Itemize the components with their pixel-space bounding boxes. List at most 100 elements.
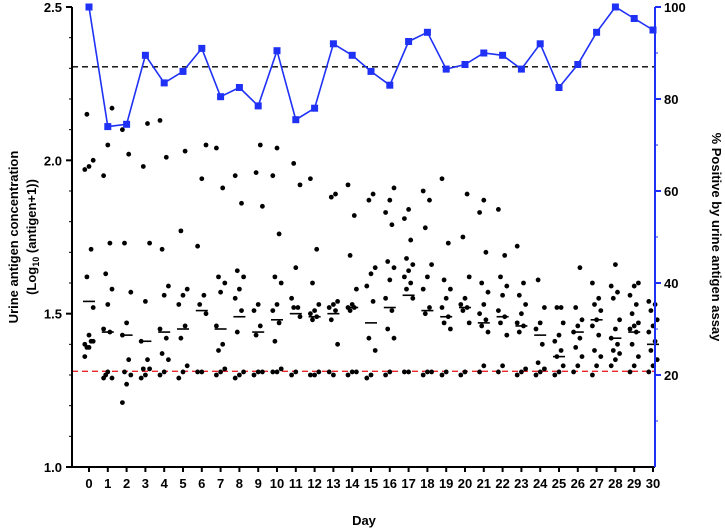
scatter-point	[370, 299, 376, 304]
scatter-point	[646, 299, 652, 304]
scatter-point	[161, 369, 167, 375]
scatter-point	[274, 302, 280, 307]
scatter-point	[391, 185, 397, 191]
scatter-point	[592, 348, 597, 353]
scatter-point	[143, 299, 148, 304]
scatter-point	[253, 170, 259, 176]
scatter-point	[483, 249, 489, 255]
scatter-point	[629, 341, 635, 347]
scatter-point	[239, 200, 244, 206]
scatter-point	[477, 311, 482, 317]
scatter-point	[120, 127, 125, 133]
y2-tick-label: 100	[664, 0, 686, 15]
scatter-point	[485, 329, 491, 335]
scatter-point	[147, 366, 153, 372]
scatter-point	[86, 332, 92, 338]
scatter-point	[410, 262, 416, 267]
scatter-point	[88, 338, 94, 344]
scatter-point	[556, 332, 562, 338]
scatter-point	[577, 265, 583, 271]
scatter-point	[274, 145, 280, 151]
scatter-point	[216, 274, 221, 280]
scatter-point	[372, 265, 378, 271]
percent-positive-marker	[198, 44, 206, 52]
scatter-point	[197, 302, 203, 307]
scatter-point	[253, 332, 259, 338]
scatter-point	[107, 240, 113, 246]
scatter-point	[425, 369, 430, 375]
percent-positive-marker	[593, 28, 601, 36]
scatter-point	[631, 283, 637, 289]
scatter-point	[477, 210, 482, 215]
scatter-point	[354, 286, 359, 292]
scatter-point	[575, 323, 581, 329]
scatter-point	[590, 323, 595, 329]
scatter-point	[514, 320, 520, 326]
scatter-point	[420, 188, 426, 194]
scatter-point	[214, 372, 219, 378]
scatter-point	[218, 369, 224, 375]
percent-positive-marker	[611, 3, 619, 11]
scatter-point	[145, 357, 150, 363]
percent-positive-marker	[179, 67, 187, 75]
scatter-point	[458, 302, 464, 307]
median-layer	[83, 294, 659, 358]
percent-positive-marker	[423, 28, 431, 36]
scatter-point	[255, 302, 261, 307]
percent-positive-marker	[217, 93, 225, 101]
scatter-point	[239, 308, 244, 313]
scatter-point	[335, 341, 340, 347]
scatter-point	[232, 375, 238, 381]
scatter-point	[368, 372, 374, 378]
percent-positive-marker	[405, 38, 413, 45]
scatter-point	[312, 372, 317, 378]
scatter-point	[648, 348, 654, 353]
x-tick-label: 30	[646, 476, 660, 491]
scatter-point	[464, 191, 470, 197]
scatter-point	[82, 354, 88, 359]
scatter-point	[84, 274, 90, 280]
scatter-point	[326, 305, 332, 310]
scatter-point	[145, 121, 150, 126]
scatter-point	[270, 308, 276, 313]
scatter-point	[627, 326, 633, 332]
scatter-point	[234, 268, 240, 274]
scatter-point	[163, 335, 169, 341]
scatter-point	[636, 320, 641, 326]
x-tick-label: 8	[236, 476, 243, 491]
scatter-point	[232, 173, 238, 179]
scatter-point	[516, 329, 522, 335]
scatter-point	[270, 369, 276, 375]
scatter-point	[364, 375, 370, 381]
scatter-point	[180, 369, 186, 375]
scatter-point	[579, 317, 585, 323]
scatter-point	[251, 372, 257, 378]
scatter-point	[387, 197, 393, 203]
scatter-point	[274, 369, 280, 375]
scatter-point	[443, 369, 449, 375]
scatter-point	[579, 354, 585, 359]
scatter-point	[331, 372, 336, 378]
scatter-point	[460, 234, 466, 240]
scatter-point	[535, 277, 541, 283]
scatter-point	[176, 375, 182, 381]
scatter-point	[90, 157, 96, 163]
x-tick-label: 21	[477, 476, 491, 491]
scatter-point	[610, 348, 616, 353]
scatter-point	[439, 372, 445, 378]
scatter-point	[552, 372, 558, 378]
scatter-point	[140, 164, 146, 169]
scatter-point	[159, 246, 165, 252]
percent-positive-marker	[536, 40, 544, 48]
y2-tick-label: 80	[664, 92, 678, 107]
scatter-point	[481, 302, 487, 307]
scatter-point	[481, 197, 487, 203]
scatter-point	[420, 372, 426, 378]
scatter-point	[84, 111, 90, 117]
percent-positive-marker	[104, 123, 112, 131]
y-tick-label: 1.0	[44, 460, 62, 475]
scatter-point	[347, 253, 353, 258]
scatter-point	[592, 302, 597, 307]
scatter-point	[126, 151, 132, 157]
scatter-point	[613, 262, 618, 267]
